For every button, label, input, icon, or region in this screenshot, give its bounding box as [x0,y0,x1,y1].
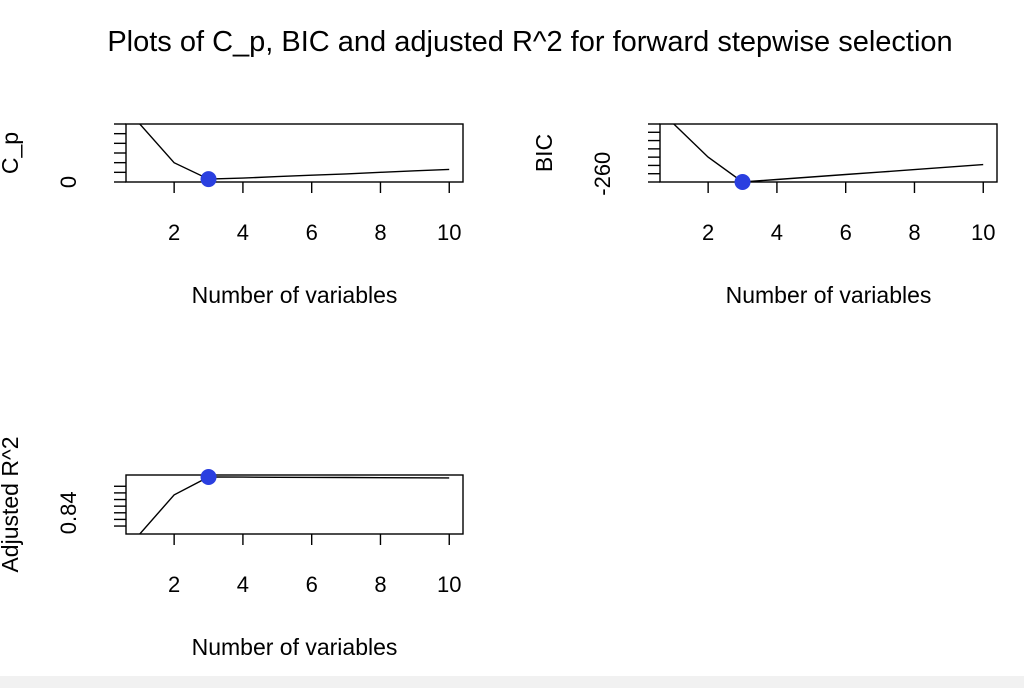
plot-frame [659,123,998,183]
x-axis-label: Number of variables [192,634,398,660]
series-line [139,476,450,534]
highlight-point [200,171,217,188]
chart-panel-2: 2 4 6 8 10 -260 Number of variables BIC [531,123,998,308]
y-tick-label: 0.84 [56,491,81,534]
y-tick-label: 0 [56,176,81,188]
x-axis-label: Number of variables [726,282,932,308]
x-tick-label: 6 [840,220,852,245]
x-tick-label: 10 [437,220,461,245]
x-tick-label: 6 [306,220,318,245]
x-tick-label: 8 [374,572,386,597]
figure-title: Plots of C_p, BIC and adjusted R^2 for f… [107,26,952,58]
x-tick-label: 4 [237,572,249,597]
x-tick-label: 6 [306,572,318,597]
x-tick-label: 2 [702,220,714,245]
x-tick-label: 8 [374,220,386,245]
y-axis-label: BIC [531,134,557,172]
x-tick-label: 2 [168,220,180,245]
y-tick-label: -260 [590,152,615,196]
chart-panel-3: 2 4 6 8 10 0.84 Number of variables Adjusted R^… [0,436,464,660]
x-tick-label: 10 [971,220,995,245]
x-tick-label: 10 [437,572,461,597]
y-axis-label: Adjusted R^2 [0,436,23,572]
x-tick-label: 4 [771,220,783,245]
series-line [673,124,984,182]
plot-frame [125,474,464,535]
highlight-point [734,174,751,190]
x-tick-label: 8 [908,220,920,245]
x-axis-label: Number of variables [192,282,398,308]
plot-frame [125,123,464,183]
highlight-point [200,468,217,485]
series-line [139,124,450,180]
x-tick-label: 2 [168,572,180,597]
x-tick-label: 4 [237,220,249,245]
bottom-band [0,676,1024,688]
chart-panel-1: 2 4 6 8 10 0 Number of variables C_p [0,123,464,308]
y-axis-label: C_p [0,132,23,174]
